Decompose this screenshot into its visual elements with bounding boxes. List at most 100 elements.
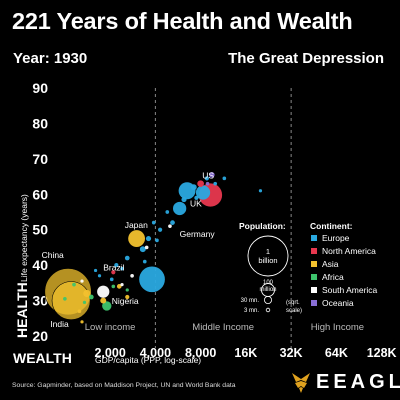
bubble	[125, 288, 129, 292]
event-label: The Great Depression	[228, 50, 384, 67]
population-legend-circle	[247, 235, 289, 277]
bubble-brazil	[97, 285, 110, 298]
year-label: Year: 1930	[13, 50, 88, 67]
y-axis-subtitle: Life expectancy (years)	[19, 194, 29, 282]
population-legend-label: 3 mn.	[244, 308, 259, 314]
country-label: Nigeria	[112, 296, 139, 306]
bubble	[130, 273, 134, 278]
x-tick-label: 64K	[325, 346, 348, 360]
continent-legend-label: Asia	[322, 259, 339, 269]
bubble	[155, 238, 159, 243]
x-tick-label: 4,000	[140, 346, 171, 360]
continent-legend-label: Africa	[322, 272, 344, 282]
x-tick-label: 2,000	[94, 346, 125, 360]
bubble	[145, 235, 152, 242]
bubble	[151, 220, 156, 225]
bubble	[111, 284, 116, 289]
bubble	[194, 195, 199, 200]
bubble	[158, 227, 163, 232]
bubble	[89, 294, 94, 300]
x-axis-subtitle: GDP/capita (PPP, log-scale)	[95, 355, 201, 365]
population-legend-label: 30 mn.	[241, 298, 260, 304]
x-tick-label: 32K	[280, 346, 303, 360]
bubble	[139, 266, 165, 293]
continent-legend-swatch	[311, 248, 317, 254]
bubble	[213, 181, 218, 186]
bubble	[168, 224, 172, 228]
income-label: Middle Income	[192, 322, 254, 333]
y-tick-label: 90	[32, 80, 48, 96]
bubble-india	[51, 281, 91, 320]
bubble	[63, 296, 67, 301]
bubble	[197, 180, 204, 187]
bubble	[190, 184, 197, 191]
population-legend-note: (sqrt.	[286, 300, 300, 306]
continent-legend-label: Europe	[322, 233, 350, 243]
continent-legend-label: North America	[322, 246, 376, 256]
bubble	[114, 263, 119, 268]
bubble	[109, 277, 114, 282]
bubble	[142, 259, 147, 264]
bubble	[100, 297, 107, 304]
x-tick-label: 8,000	[185, 346, 216, 360]
population-legend-circle	[265, 307, 271, 313]
bubble	[124, 255, 130, 261]
population-legend-label: 1	[266, 247, 270, 256]
continent-legend-swatch	[311, 287, 317, 293]
bubble	[97, 274, 102, 278]
bubble	[222, 176, 227, 181]
bubble	[82, 300, 87, 304]
x-tick-label: 128K	[367, 346, 397, 360]
brand-name: EEAGLI	[316, 370, 400, 393]
continent-legend-swatch	[311, 300, 317, 306]
continent-legend-swatch	[311, 235, 317, 241]
bubble	[181, 197, 187, 203]
population-legend-label: 100	[263, 280, 274, 286]
country-label: Germany	[180, 229, 216, 239]
bubble	[77, 309, 82, 314]
eagle-icon	[292, 373, 310, 393]
y-tick-label: 70	[32, 151, 48, 167]
bubble	[111, 270, 116, 275]
continent-legend-label: Oceania	[322, 298, 354, 308]
y-tick-label: 80	[32, 115, 48, 131]
country-label: Brazil	[103, 262, 124, 272]
bubble	[120, 283, 124, 287]
population-legend-circle	[263, 295, 272, 304]
continent-legend-swatch	[311, 274, 317, 280]
bubble	[209, 172, 215, 178]
x-axis-title: WEALTH	[13, 350, 72, 366]
bubble	[72, 282, 76, 287]
y-tick-label: 30	[32, 293, 48, 309]
population-legend-title: Population:	[239, 221, 286, 231]
bubble	[93, 268, 98, 273]
income-label: Low income	[85, 322, 136, 333]
bubble-uk	[195, 185, 211, 200]
bubble	[83, 289, 91, 298]
continent-legend-title: Continent:	[310, 221, 353, 231]
income-label: High Income	[311, 322, 364, 333]
continent-legend-label: South America	[322, 285, 378, 295]
bubble	[120, 266, 124, 271]
chart-title: 221 Years of Health and Wealth	[12, 8, 353, 34]
bubble	[116, 284, 122, 289]
bubble	[80, 279, 84, 283]
country-label: Japan	[125, 220, 148, 230]
bubble	[205, 181, 210, 186]
bubble	[204, 176, 209, 181]
y-axis-title: HEALTH	[14, 282, 30, 338]
bubble-nigeria	[102, 301, 112, 311]
country-label: China	[42, 250, 64, 260]
bubble	[80, 320, 84, 324]
x-tick-label: 16K	[234, 346, 257, 360]
country-label: UK	[190, 199, 202, 209]
y-tick-label: 60	[32, 186, 48, 202]
y-tick-label: 20	[32, 328, 48, 344]
bubble-japan	[128, 230, 146, 247]
bubble	[139, 246, 146, 253]
bubble	[125, 294, 130, 300]
country-label: US	[202, 170, 214, 180]
y-tick-label: 40	[32, 257, 48, 273]
bubble	[258, 189, 263, 193]
